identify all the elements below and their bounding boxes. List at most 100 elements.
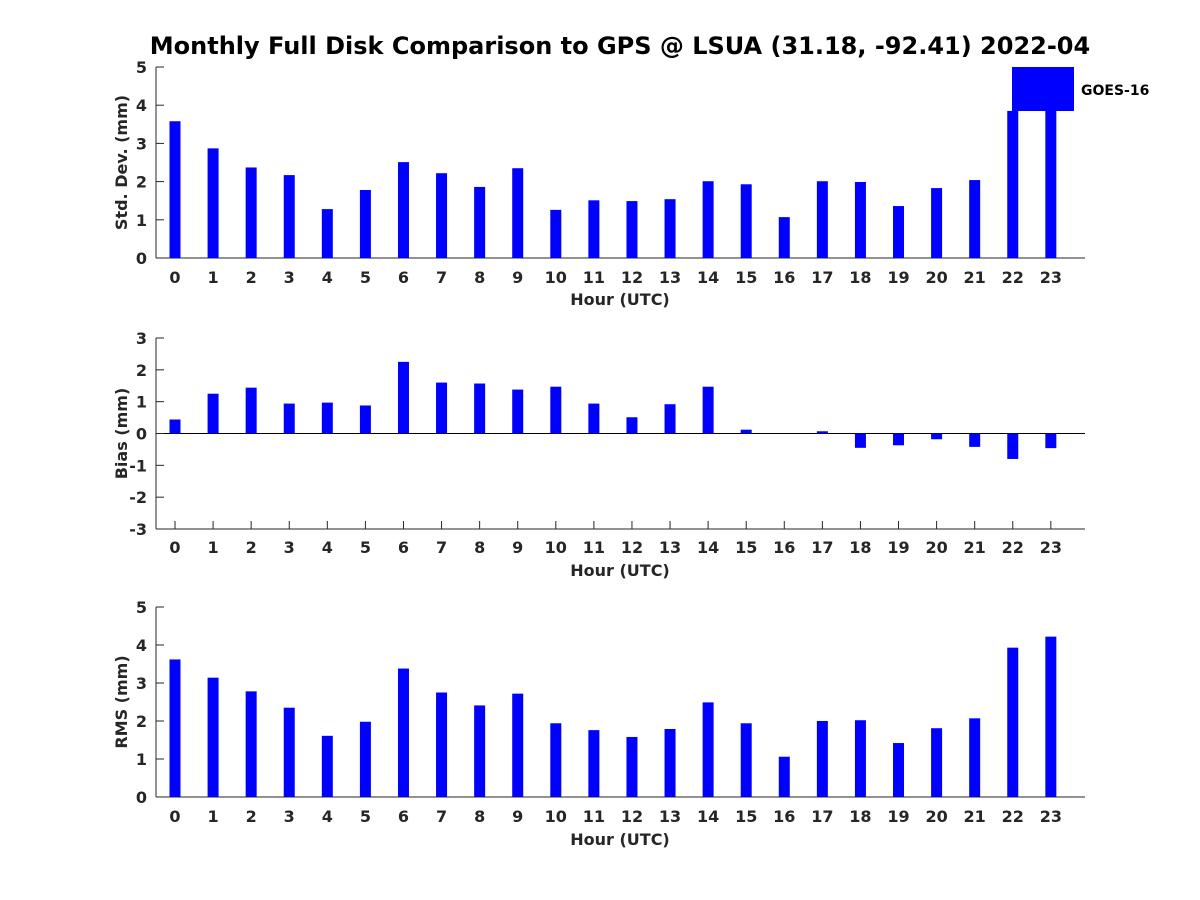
x-tick-label: 12	[621, 268, 643, 287]
y-tick-label: 2	[136, 712, 147, 731]
bar	[359, 721, 371, 797]
x-tick-label: 5	[360, 538, 371, 557]
x-tick-label: 10	[545, 538, 567, 557]
x-tick-label: 18	[849, 538, 871, 557]
x-tick-label: 2	[246, 807, 257, 826]
chart-title: Monthly Full Disk Comparison to GPS @ LS…	[150, 32, 1090, 60]
x-tick-label: 16	[773, 538, 795, 557]
x-axis-label: Hour (UTC)	[570, 290, 670, 309]
bar	[588, 403, 600, 434]
bar	[1045, 433, 1057, 449]
x-tick-label: 3	[284, 807, 295, 826]
bar	[436, 382, 448, 434]
bar	[245, 691, 257, 797]
bar	[969, 180, 981, 258]
x-tick-label: 3	[284, 538, 295, 557]
bar	[854, 181, 866, 258]
x-tick-label: 12	[621, 538, 643, 557]
bar	[1007, 647, 1019, 797]
bar	[245, 167, 257, 258]
bar	[436, 692, 448, 797]
x-tick-label: 21	[964, 268, 986, 287]
x-tick-label: 23	[1040, 538, 1062, 557]
bar	[550, 209, 562, 258]
x-tick-label: 2	[246, 538, 257, 557]
bar	[893, 743, 905, 797]
x-tick-label: 14	[697, 268, 719, 287]
x-tick-label: 4	[322, 538, 333, 557]
x-tick-label: 12	[621, 807, 643, 826]
x-tick-label: 8	[474, 807, 485, 826]
bar	[702, 386, 714, 434]
bar	[1007, 433, 1019, 459]
x-tick-label: 15	[735, 807, 757, 826]
bar	[854, 720, 866, 797]
x-tick-label: 13	[659, 268, 681, 287]
x-axis-label: Hour (UTC)	[570, 561, 670, 580]
bar	[550, 386, 562, 434]
x-tick-label: 23	[1040, 807, 1062, 826]
y-tick-label: 3	[136, 329, 147, 348]
bar	[436, 173, 448, 258]
y-axis-label: RMS (mm)	[112, 655, 131, 748]
x-tick-label: 6	[398, 538, 409, 557]
x-tick-label: 15	[735, 538, 757, 557]
bar	[321, 402, 333, 434]
x-tick-label: 21	[964, 807, 986, 826]
x-tick-label: 21	[964, 538, 986, 557]
x-tick-label: 0	[169, 268, 180, 287]
y-tick-label: 0	[136, 249, 147, 268]
bar	[245, 387, 257, 434]
y-tick-label: 4	[136, 636, 147, 655]
bar	[969, 433, 981, 447]
bar	[550, 723, 562, 797]
x-tick-label: 6	[398, 807, 409, 826]
bar	[778, 756, 790, 797]
x-tick-label: 19	[887, 538, 909, 557]
bar	[207, 393, 219, 434]
bar	[169, 121, 181, 258]
y-axis-label: Std. Dev. (mm)	[112, 95, 131, 230]
bar	[207, 148, 219, 258]
x-tick-label: 13	[659, 538, 681, 557]
bar	[931, 433, 943, 440]
x-tick-label: 7	[436, 268, 447, 287]
x-tick-label: 10	[545, 268, 567, 287]
bar	[816, 181, 828, 258]
y-tick-label: -3	[129, 520, 147, 539]
y-tick-label: 1	[136, 393, 147, 412]
y-tick-label: 5	[136, 598, 147, 617]
x-tick-label: 16	[773, 807, 795, 826]
x-tick-label: 2	[246, 268, 257, 287]
x-tick-label: 7	[436, 538, 447, 557]
x-tick-label: 1	[208, 807, 219, 826]
bar	[321, 735, 333, 797]
bar	[397, 162, 409, 258]
x-tick-label: 11	[583, 807, 605, 826]
x-tick-label: 22	[1002, 538, 1024, 557]
bar	[969, 718, 981, 797]
x-tick-label: 20	[925, 268, 947, 287]
x-tick-label: 9	[512, 268, 523, 287]
bar	[931, 728, 943, 797]
x-tick-label: 5	[360, 268, 371, 287]
bar	[474, 705, 486, 797]
bar	[1045, 636, 1057, 797]
bar	[664, 404, 676, 434]
y-tick-label: 1	[136, 211, 147, 230]
y-tick-label: 5	[136, 58, 147, 77]
x-tick-label: 19	[887, 268, 909, 287]
bar	[740, 184, 752, 258]
bar	[778, 217, 790, 258]
x-tick-label: 22	[1002, 807, 1024, 826]
y-tick-label: 0	[136, 425, 147, 444]
bar	[893, 433, 905, 446]
y-tick-label: 2	[136, 173, 147, 192]
x-tick-label: 3	[284, 268, 295, 287]
legend: GOES-16	[1012, 67, 1149, 111]
x-tick-label: 20	[925, 807, 947, 826]
bar	[359, 190, 371, 258]
x-tick-label: 19	[887, 807, 909, 826]
